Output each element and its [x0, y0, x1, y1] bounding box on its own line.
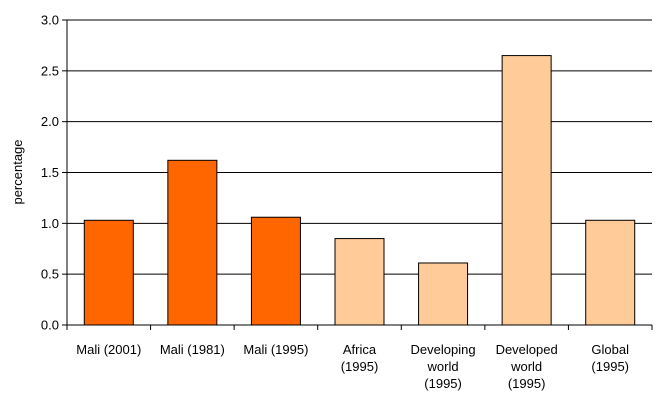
x-tick-label: Developing world (1995) [411, 342, 476, 391]
x-tick-label-line: Africa [343, 342, 377, 357]
bar [585, 219, 636, 326]
x-tick-label: Developed world (1995) [496, 342, 558, 391]
y-tick-label: 1.5 [41, 165, 59, 180]
x-tick-label: Mali (2001) [76, 342, 141, 357]
y-tick-label: 1.0 [41, 216, 59, 231]
x-tick-label-line: Developing [411, 342, 476, 357]
x-tick-label: Mali (1981) [160, 342, 225, 357]
bar [250, 216, 301, 326]
x-tick-label-line: world [427, 359, 459, 374]
x-tick-label-line: (1995) [508, 376, 546, 391]
x-tick-label-line: (1995) [591, 359, 629, 374]
bar [501, 55, 552, 326]
y-tick-label: 2.0 [41, 114, 59, 129]
x-tick-label-line: Mali (1995) [243, 342, 308, 357]
y-tick-label: 2.5 [41, 63, 59, 78]
bar [418, 262, 469, 326]
x-tick-label-line: Global [591, 342, 629, 357]
y-tick-label: 0.5 [41, 267, 59, 282]
x-tick-label-line: (1995) [424, 376, 462, 391]
x-tick-label-line: world [510, 359, 542, 374]
y-tick-label: 0.0 [41, 318, 59, 333]
x-tick-label: Africa (1995) [341, 342, 379, 374]
x-tick-label: Mali (1995) [243, 342, 308, 357]
y-tick-label: 3.0 [41, 13, 59, 28]
x-tick-label-line: Developed [496, 342, 558, 357]
bar [167, 159, 218, 326]
x-tick-label-line: (1995) [341, 359, 379, 374]
x-tick-label-line: Mali (2001) [76, 342, 141, 357]
y-axis-label: percentage [10, 139, 25, 204]
bar [83, 219, 134, 326]
bar [334, 238, 385, 326]
x-tick-label: Global (1995) [591, 342, 629, 374]
x-tick-label-line: Mali (1981) [160, 342, 225, 357]
